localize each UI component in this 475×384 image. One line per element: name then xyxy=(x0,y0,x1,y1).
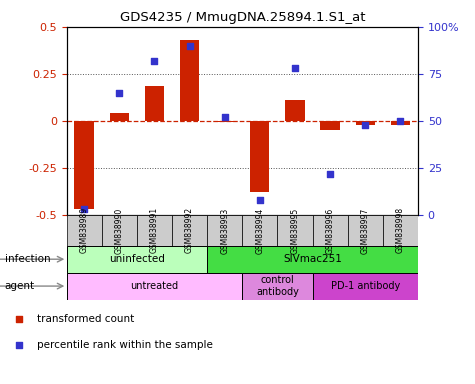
Text: uninfected: uninfected xyxy=(109,254,165,264)
Bar xyxy=(215,121,234,122)
Text: untreated: untreated xyxy=(130,281,179,291)
Point xyxy=(291,65,299,71)
Text: GSM838989: GSM838989 xyxy=(80,207,88,253)
Bar xyxy=(110,113,129,121)
Bar xyxy=(285,100,304,121)
Bar xyxy=(313,215,348,246)
Text: GSM838995: GSM838995 xyxy=(291,207,299,253)
Point xyxy=(80,206,88,212)
Point xyxy=(15,342,22,348)
Text: GSM838992: GSM838992 xyxy=(185,207,194,253)
Point xyxy=(397,118,404,124)
Bar xyxy=(75,121,94,209)
Bar xyxy=(321,121,340,130)
Text: GSM838994: GSM838994 xyxy=(256,207,264,253)
Bar xyxy=(207,246,418,273)
Bar xyxy=(383,215,418,246)
Text: GSM838997: GSM838997 xyxy=(361,207,370,253)
Bar xyxy=(66,273,242,300)
Text: transformed count: transformed count xyxy=(38,314,134,324)
Text: infection: infection xyxy=(5,254,50,264)
Bar xyxy=(356,121,375,125)
Bar xyxy=(250,121,269,192)
Bar xyxy=(207,215,242,246)
Point xyxy=(151,58,158,64)
Bar xyxy=(102,215,137,246)
Bar xyxy=(172,215,207,246)
Bar xyxy=(313,273,418,300)
Text: PD-1 antibody: PD-1 antibody xyxy=(331,281,400,291)
Point xyxy=(326,170,334,177)
Point xyxy=(256,197,264,203)
Bar xyxy=(66,215,102,246)
Point xyxy=(361,122,369,128)
Bar xyxy=(66,246,207,273)
Point xyxy=(115,90,123,96)
Bar xyxy=(242,215,277,246)
Text: GSM838996: GSM838996 xyxy=(326,207,334,253)
Point xyxy=(221,114,228,120)
Bar xyxy=(391,121,410,125)
Point xyxy=(15,316,22,323)
Bar xyxy=(137,215,172,246)
Text: GSM838990: GSM838990 xyxy=(115,207,124,253)
Point xyxy=(186,43,193,49)
Bar xyxy=(277,215,313,246)
Bar xyxy=(180,40,199,121)
Text: GSM838998: GSM838998 xyxy=(396,207,405,253)
Title: GDS4235 / MmugDNA.25894.1.S1_at: GDS4235 / MmugDNA.25894.1.S1_at xyxy=(120,11,365,24)
Text: percentile rank within the sample: percentile rank within the sample xyxy=(38,340,213,350)
Text: agent: agent xyxy=(5,281,35,291)
Text: SIVmac251: SIVmac251 xyxy=(283,254,342,264)
Text: GSM838991: GSM838991 xyxy=(150,207,159,253)
Bar xyxy=(348,215,383,246)
Text: GSM838993: GSM838993 xyxy=(220,207,229,253)
Bar xyxy=(145,86,164,121)
Bar xyxy=(242,273,313,300)
Text: control
antibody: control antibody xyxy=(256,275,299,297)
